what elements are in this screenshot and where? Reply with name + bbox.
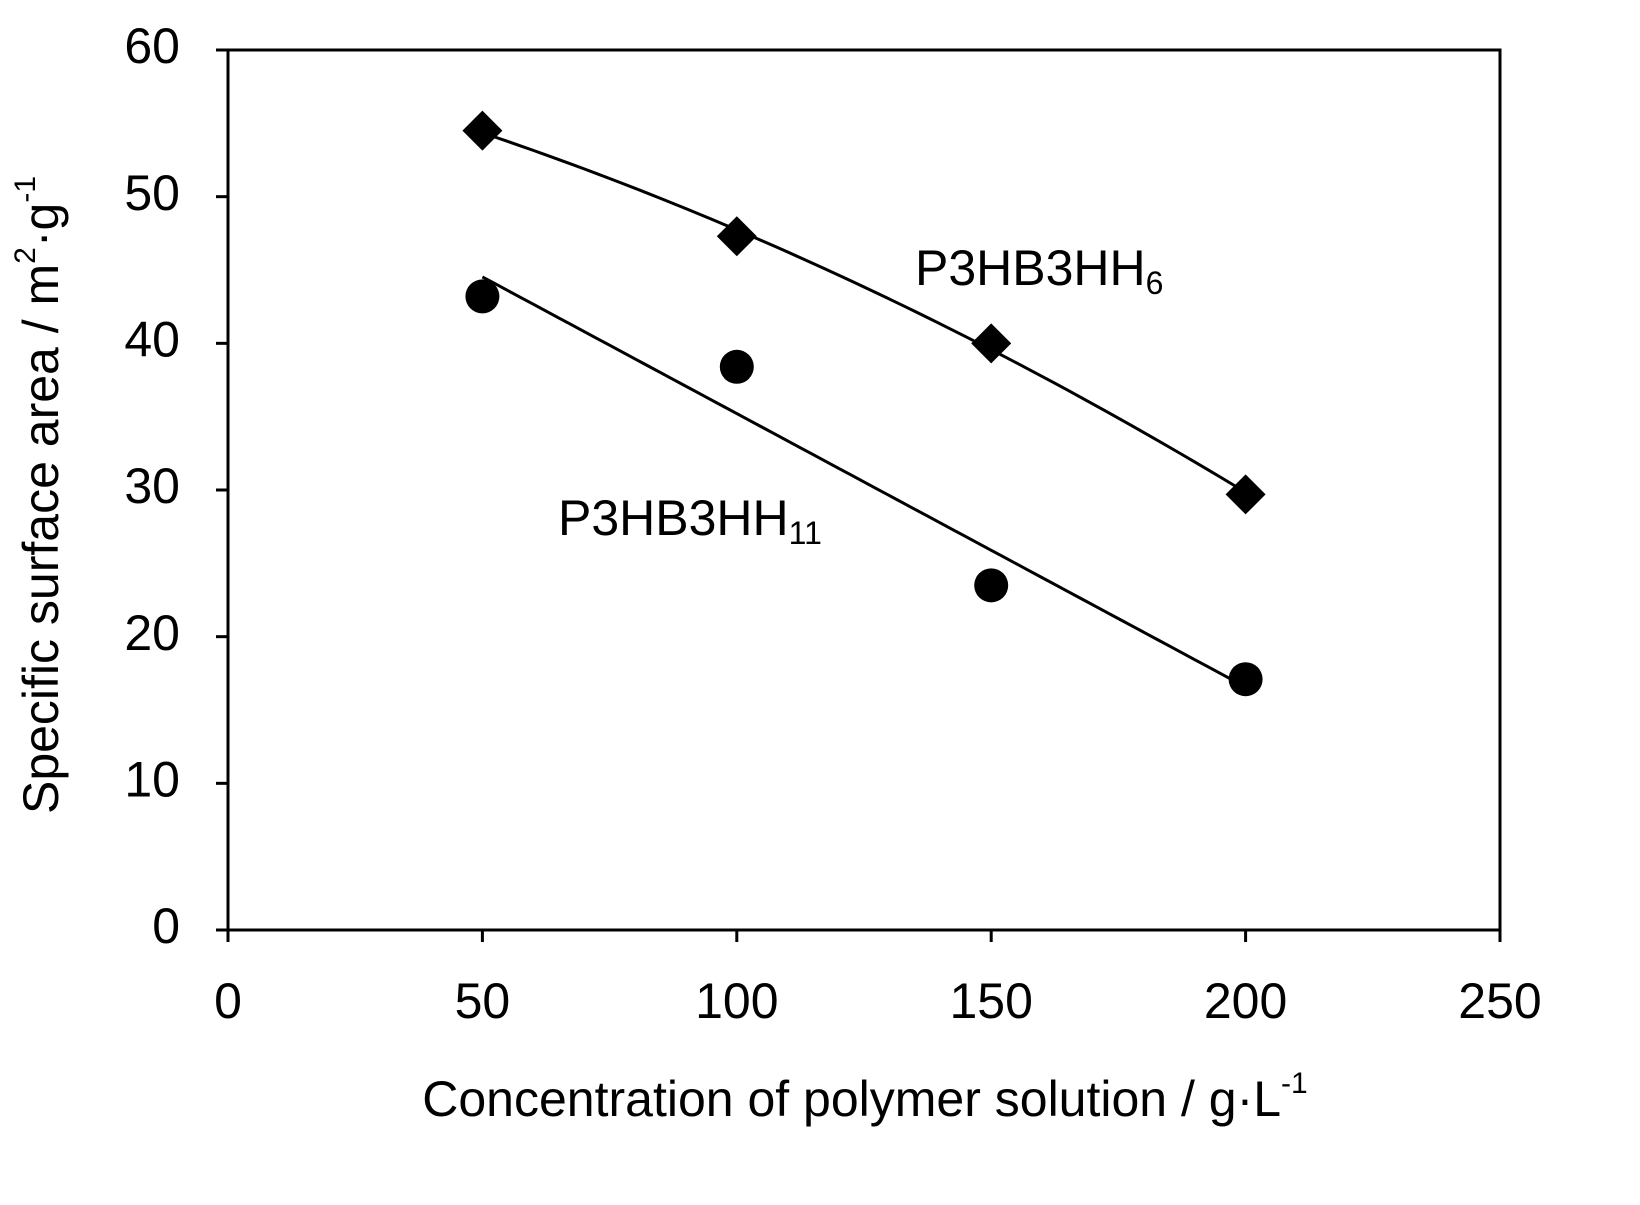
data-point bbox=[971, 323, 1012, 364]
data-point bbox=[1228, 662, 1263, 697]
series-label: P3HB3HH6 bbox=[915, 240, 1163, 301]
x-tick-label: 200 bbox=[1204, 973, 1287, 1029]
y-tick-label: 0 bbox=[152, 898, 180, 954]
series-name: P3HB3HH bbox=[915, 240, 1146, 296]
y-tick-label: 40 bbox=[124, 312, 180, 368]
y-tick-label: 60 bbox=[124, 18, 180, 74]
x-axis-label: Concentration of polymer solution / g·L-… bbox=[422, 1067, 1307, 1127]
x-label-sup: -1 bbox=[1281, 1067, 1308, 1100]
trend-line bbox=[481, 275, 1247, 689]
series-name-sub: 11 bbox=[789, 515, 822, 551]
trend-line bbox=[481, 131, 1247, 494]
series-name-sub: 6 bbox=[1146, 265, 1164, 301]
y-tick-label: 30 bbox=[124, 458, 180, 514]
x-tick-label: 250 bbox=[1458, 973, 1541, 1029]
plot-frame bbox=[226, 48, 1502, 932]
y-axis-label: Specific surface area / m2·g-1 bbox=[9, 176, 69, 814]
x-label-text: Concentration of polymer solution / g·L bbox=[422, 1071, 1281, 1127]
y-label-sup: 2 bbox=[9, 247, 42, 264]
data-point bbox=[1225, 474, 1266, 515]
series-name: P3HB3HH bbox=[558, 490, 789, 546]
data-point bbox=[716, 216, 757, 257]
data-point bbox=[465, 279, 500, 314]
x-tick-label: 150 bbox=[949, 973, 1032, 1029]
x-tick-label: 50 bbox=[455, 973, 511, 1029]
y-label-sup: -1 bbox=[9, 176, 42, 203]
data-point bbox=[974, 568, 1009, 603]
y-tick-label: 10 bbox=[124, 752, 180, 808]
y-label-text: ·g bbox=[13, 203, 69, 247]
data-point bbox=[462, 110, 503, 151]
series-label: P3HB3HH11 bbox=[558, 490, 822, 551]
y-tick-label: 20 bbox=[124, 605, 180, 661]
y-label-text: Specific surface area / m bbox=[13, 264, 69, 814]
x-tick-label: 0 bbox=[214, 973, 242, 1029]
x-tick-label: 100 bbox=[695, 973, 778, 1029]
y-tick-label: 50 bbox=[124, 165, 180, 221]
data-point bbox=[719, 349, 754, 384]
